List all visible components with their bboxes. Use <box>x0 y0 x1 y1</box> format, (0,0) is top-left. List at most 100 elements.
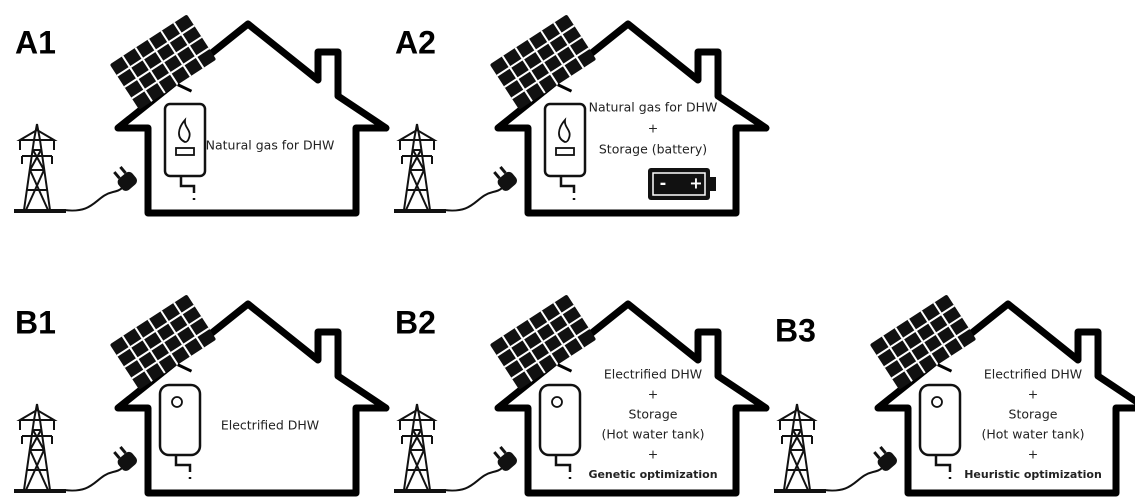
solar-stand <box>177 363 193 373</box>
solar-stand <box>557 83 573 93</box>
power-pylon <box>396 403 438 491</box>
power-pylon <box>16 403 58 491</box>
flame <box>178 117 191 143</box>
solar-grid <box>891 327 970 380</box>
cable <box>443 467 503 492</box>
solar-grid <box>123 316 203 368</box>
description-line: + <box>648 447 658 462</box>
scenario-panel: B3 Electrified DHW + Storage (Hot water tank… <box>774 295 1135 497</box>
battery-sign: + <box>689 174 702 193</box>
panel-label: A1 <box>15 24 56 60</box>
plug-pin <box>493 171 501 180</box>
scenario-panel: B1 Electrified DHW <box>14 295 390 497</box>
tank-body <box>918 383 962 457</box>
solar-grid <box>496 24 575 77</box>
description-line: + <box>648 121 658 136</box>
pylon-arms <box>16 408 58 444</box>
solar-grid <box>496 304 575 357</box>
solar-grid <box>131 327 210 380</box>
plug-pin <box>113 171 121 180</box>
pylon-arms <box>396 128 438 164</box>
pylon-body <box>23 123 51 211</box>
battery-sign: - <box>660 174 667 193</box>
description-line: Electrified DHW <box>221 418 319 433</box>
pylon-body <box>403 403 431 491</box>
power-pylon <box>396 123 438 211</box>
solar-stand <box>937 363 953 373</box>
solar-panel <box>110 15 216 109</box>
tank-body <box>538 383 582 457</box>
tap <box>934 455 952 479</box>
description-line: (Hot water tank) <box>982 427 1085 442</box>
description-line: Electrified DHW <box>604 367 702 382</box>
plug-body <box>117 451 137 471</box>
description-line: Storage (battery) <box>599 142 707 157</box>
scenario-panel: B2 Electrified DHW + Storage (Hot water tank… <box>394 295 770 497</box>
plug <box>113 165 137 191</box>
house-outline <box>494 20 770 217</box>
pylon-arms <box>16 128 58 164</box>
pylon-body <box>403 123 431 211</box>
house-outline <box>874 300 1135 497</box>
plug-pin <box>879 445 887 455</box>
plug-pin <box>493 451 501 460</box>
panel-label: A2 <box>395 24 436 60</box>
solar-grid <box>511 47 590 100</box>
solar-grid <box>876 304 955 357</box>
scenario-panel: A1 Natural gas for DHW <box>14 15 390 217</box>
solar-grid <box>116 24 195 77</box>
cable <box>823 467 883 492</box>
description-line: Natural gas for DHW <box>206 138 335 153</box>
description-line: Storage <box>1009 407 1058 422</box>
plug-pin <box>119 445 127 455</box>
description-line: + <box>648 387 658 402</box>
tap <box>179 176 196 200</box>
solar-panel <box>870 295 976 389</box>
cable <box>63 467 123 492</box>
plug-pin <box>113 451 121 460</box>
scenario-panel: A2- +Natural gas for DHW+Storage (battery… <box>394 15 770 217</box>
water-tank <box>538 383 582 479</box>
tank-gauge <box>931 396 943 408</box>
solar-grid <box>883 316 963 368</box>
tank-gauge <box>171 396 183 408</box>
solar-stand <box>557 363 573 373</box>
pylon-arms <box>396 408 438 444</box>
battery: - + <box>648 168 716 200</box>
solar-panel <box>110 295 216 389</box>
panel-label: B3 <box>775 312 816 348</box>
optimization-method: Heuristic optimization <box>964 468 1102 481</box>
solar-grid <box>123 36 203 88</box>
plug <box>493 445 517 471</box>
power-pylon <box>16 123 58 211</box>
description-line: Natural gas for DHW <box>589 100 718 115</box>
boiler-display <box>555 147 575 156</box>
solar-stand <box>177 83 193 93</box>
solar-grid <box>116 304 195 357</box>
flame <box>558 117 571 143</box>
pylon-body <box>23 403 51 491</box>
solar-panel <box>490 295 596 389</box>
pylon-body <box>783 403 811 491</box>
solar-grid <box>511 327 590 380</box>
tap <box>174 455 192 479</box>
description-line: + <box>1028 387 1038 402</box>
description-line: Storage <box>629 407 678 422</box>
plug <box>113 445 137 471</box>
plug-body <box>497 171 517 191</box>
battery-body <box>648 168 710 200</box>
optimization-method: Genetic optimization <box>588 468 717 481</box>
gas-boiler <box>543 102 587 200</box>
plug-body <box>877 451 897 471</box>
power-pylon <box>776 403 818 491</box>
tap <box>554 455 572 479</box>
boiler-display <box>175 147 195 156</box>
panel-label: B1 <box>15 304 56 340</box>
description-line: (Hot water tank) <box>602 427 705 442</box>
tank-gauge <box>551 396 563 408</box>
house-outline <box>114 20 390 217</box>
solar-grid <box>131 47 210 100</box>
cable <box>63 187 123 212</box>
description-line: Electrified DHW <box>984 367 1082 382</box>
